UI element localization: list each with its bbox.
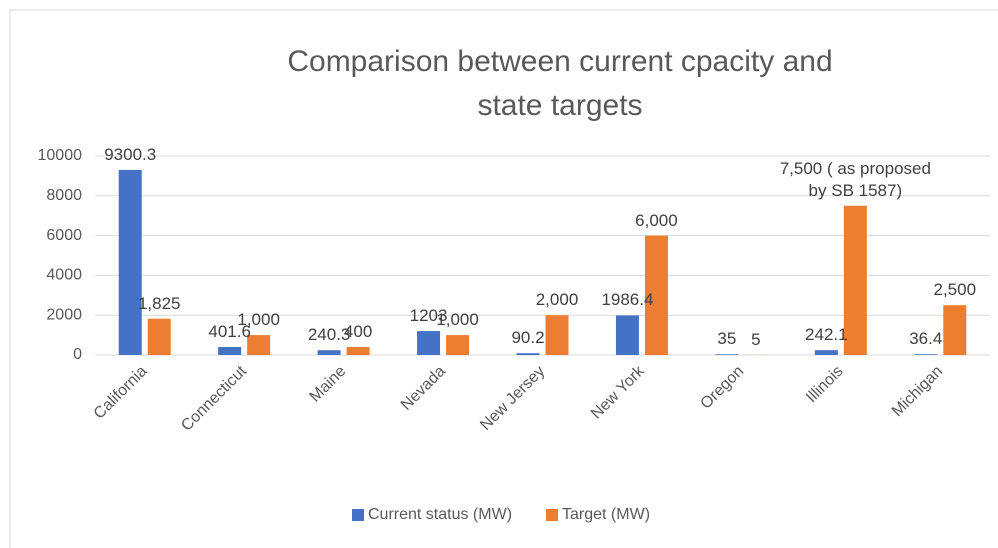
data-label: 90.2 [511, 328, 545, 348]
data-label: 1986.4 [601, 290, 654, 310]
legend-swatch [546, 509, 559, 521]
chart-title: Comparison between current cpacity and s… [287, 45, 833, 122]
data-label: 9300.3 [104, 144, 157, 164]
x-tick-label: Oregon [697, 363, 747, 413]
y-tick-label: 8000 [46, 187, 82, 204]
y-tick-label: 4000 [46, 267, 82, 284]
data-label: 7,500 ( as proposed by SB 1587) [779, 158, 931, 200]
legend-label: Current status (MW) [368, 506, 512, 523]
bar [644, 235, 668, 355]
data-label: 6,000 [635, 210, 678, 230]
x-tick-label: Connecticut [178, 362, 250, 434]
data-label: 2,000 [535, 290, 579, 310]
y-tick-label: 10000 [38, 147, 83, 164]
chart-border [9, 9, 998, 548]
x-tick-label: Maine [307, 363, 350, 406]
x-tick-label: California [91, 363, 151, 423]
x-tick-label: New York [588, 362, 649, 423]
bar [715, 354, 739, 355]
bar [943, 305, 967, 355]
bar [446, 335, 470, 355]
data-label: 1,825 [137, 293, 181, 313]
x-tick-label: Illinois [803, 363, 846, 406]
data-label: 1,000 [237, 310, 280, 330]
y-tick-label: 0 [73, 346, 82, 363]
bar [914, 354, 938, 355]
data-label: 36.4 [909, 329, 943, 349]
bar [118, 169, 142, 355]
data-label: 400 [343, 322, 373, 342]
bar [247, 335, 271, 355]
data-label: 240.3 [307, 325, 351, 345]
data-label: 2,500 [933, 280, 977, 300]
data-label: 5 [751, 329, 761, 349]
bar [545, 315, 569, 355]
bar [615, 315, 639, 355]
x-tick-label: Nevada [398, 363, 449, 414]
bar [147, 318, 171, 355]
bar [516, 353, 540, 355]
x-tick-label: Michigan [889, 363, 946, 420]
data-label: 35 [717, 329, 737, 349]
bar [346, 347, 370, 355]
bar [218, 347, 242, 355]
y-tick-label: 6000 [46, 227, 82, 244]
legend-swatch [352, 509, 364, 521]
bar [814, 350, 838, 355]
x-tick-label: New Jersey [477, 363, 548, 434]
data-label: 242.1 [805, 325, 848, 345]
y-tick-label: 2000 [46, 306, 82, 323]
data-label: 1,000 [436, 310, 479, 330]
data-label: 401.6 [208, 322, 251, 341]
data-label: 1203 [409, 306, 448, 326]
bar [417, 331, 441, 355]
bar [317, 350, 341, 355]
bar [843, 205, 867, 355]
legend-label: Target (MW) [562, 506, 650, 523]
